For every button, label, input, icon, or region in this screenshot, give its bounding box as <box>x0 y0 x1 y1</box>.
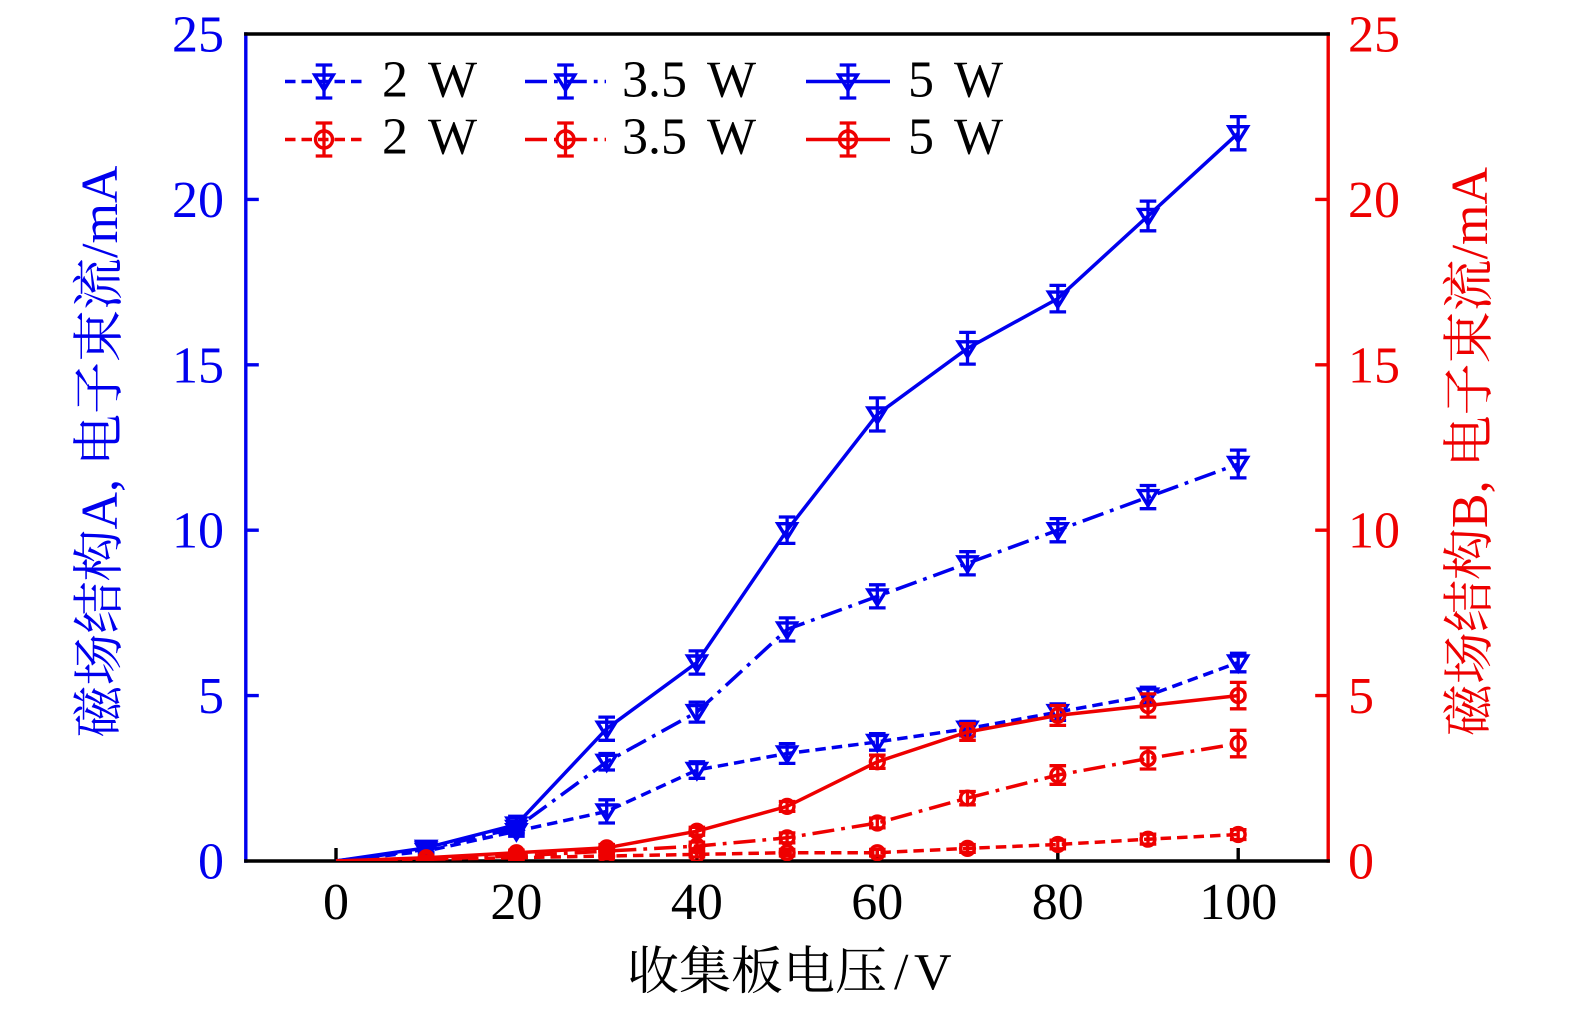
svg-text:80: 80 <box>1032 874 1084 931</box>
svg-text:2 W: 2 W <box>382 52 477 109</box>
svg-text:25: 25 <box>172 7 224 64</box>
svg-text:V: V <box>914 944 952 1001</box>
svg-text:/mA: /mA <box>1442 167 1499 260</box>
svg-text:3.5 W: 3.5 W <box>622 109 756 166</box>
svg-text:15: 15 <box>1348 337 1400 394</box>
svg-text:20: 20 <box>1348 172 1400 229</box>
svg-text:0: 0 <box>323 874 349 931</box>
svg-text:100: 100 <box>1199 874 1277 931</box>
svg-text:A,: A, <box>72 479 129 530</box>
svg-text:10: 10 <box>1348 503 1400 560</box>
svg-text:20: 20 <box>172 172 224 229</box>
svg-text:/: / <box>894 944 909 1001</box>
svg-text:0: 0 <box>1348 834 1374 891</box>
svg-text:/mA: /mA <box>72 165 129 258</box>
svg-text:15: 15 <box>172 337 224 394</box>
svg-text:5 W: 5 W <box>908 109 1003 166</box>
svg-text:20: 20 <box>490 874 542 931</box>
svg-text:0: 0 <box>198 834 224 891</box>
svg-text:3.5 W: 3.5 W <box>622 52 756 109</box>
svg-text:25: 25 <box>1348 7 1400 64</box>
svg-text:40: 40 <box>671 874 723 931</box>
svg-text:2 W: 2 W <box>382 109 477 166</box>
svg-text:5 W: 5 W <box>908 52 1003 109</box>
svg-text:60: 60 <box>851 874 903 931</box>
svg-text:B,: B, <box>1442 480 1499 528</box>
svg-text:5: 5 <box>1348 668 1374 725</box>
svg-text:10: 10 <box>172 503 224 560</box>
svg-text:5: 5 <box>198 668 224 725</box>
